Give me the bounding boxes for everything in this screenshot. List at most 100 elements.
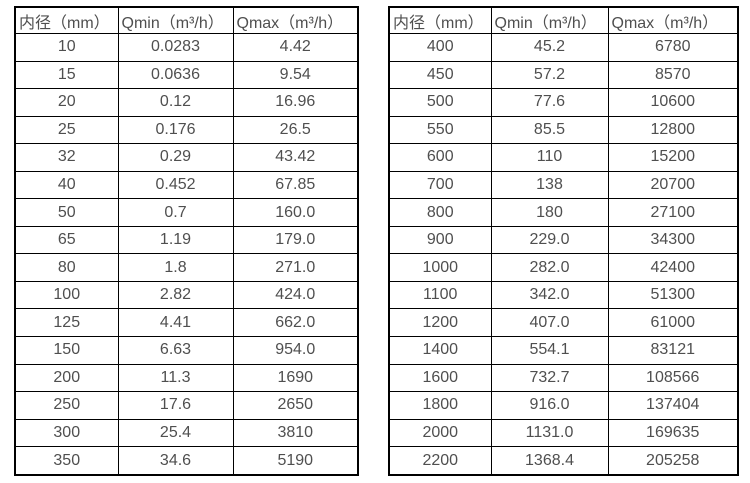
- cell-qmin: 0.12: [117, 88, 234, 117]
- cell-diameter: 1100: [388, 280, 492, 310]
- cell-diameter: 800: [388, 198, 492, 227]
- cell-qmin: 1368.4: [490, 446, 609, 476]
- cell-qmax: 169635: [607, 418, 739, 448]
- cell-qmin: 57.2: [490, 60, 609, 90]
- table-row: 600 110 15200: [388, 143, 739, 172]
- cell-qmin: 1.8: [117, 253, 234, 282]
- table-header: 内径（mm） Qmin（m³/h） Qmax（m³/h）: [388, 6, 739, 34]
- cell-qmin: 17.6: [117, 391, 234, 420]
- header-cell-diameter: 内径（mm）: [388, 6, 492, 34]
- cell-qmax: 137404: [607, 391, 739, 420]
- table-row: 1600 732.7 108566: [388, 363, 739, 393]
- cell-diameter: 2000: [388, 418, 492, 448]
- cell-qmax: 205258: [607, 446, 739, 476]
- cell-diameter: 500: [388, 88, 492, 117]
- table-row: 1100 342.0 51300: [388, 280, 739, 310]
- cell-qmin: 1131.0: [490, 418, 609, 448]
- table-row: 350 34.6 5190: [14, 446, 359, 476]
- cell-qmin: 0.0636: [117, 60, 234, 90]
- table-header: 内径（mm） Qmin（m³/h） Qmax（m³/h）: [14, 6, 359, 34]
- cell-qmax: 108566: [607, 363, 739, 393]
- header-row: 内径（mm） Qmin（m³/h） Qmax（m³/h）: [14, 6, 359, 34]
- table-row: 200 11.3 1690: [14, 363, 359, 393]
- table-row: 1800 916.0 137404: [388, 391, 739, 420]
- cell-qmin: 6.63: [117, 336, 234, 365]
- cell-qmax: 20700: [607, 170, 739, 200]
- cell-qmax: 16.96: [232, 88, 359, 117]
- cell-diameter: 20: [14, 88, 119, 117]
- cell-qmin: 282.0: [490, 253, 609, 282]
- cell-qmin: 342.0: [490, 280, 609, 310]
- header-cell-qmax: Qmax（m³/h）: [232, 6, 359, 34]
- cell-qmin: 4.41: [117, 308, 234, 338]
- cell-qmin: 407.0: [490, 308, 609, 338]
- cell-qmax: 15200: [607, 143, 739, 172]
- cell-qmax: 27100: [607, 198, 739, 227]
- cell-qmax: 3810: [232, 418, 359, 448]
- cell-diameter: 65: [14, 225, 119, 255]
- cell-qmin: 916.0: [490, 391, 609, 420]
- cell-qmax: 2650: [232, 391, 359, 420]
- table-row: 2200 1368.4 205258: [388, 446, 739, 476]
- table-row: 125 4.41 662.0: [14, 308, 359, 338]
- cell-qmax: 9.54: [232, 60, 359, 90]
- cell-qmax: 179.0: [232, 225, 359, 255]
- cell-qmin: 732.7: [490, 363, 609, 393]
- cell-diameter: 700: [388, 170, 492, 200]
- header-cell-qmin: Qmin（m³/h）: [490, 6, 609, 34]
- cell-qmin: 2.82: [117, 280, 234, 310]
- flow-range-table-small-diameters: 内径（mm） Qmin（m³/h） Qmax（m³/h） 10 0.0283 4.42 1…: [14, 6, 359, 476]
- table-row: 15 0.0636 9.54: [14, 60, 359, 90]
- table-row: 700 138 20700: [388, 170, 739, 200]
- cell-qmin: 180: [490, 198, 609, 227]
- table-row: 10 0.0283 4.42: [14, 33, 359, 62]
- cell-qmin: 34.6: [117, 446, 234, 476]
- cell-qmin: 25.4: [117, 418, 234, 448]
- cell-qmax: 43.42: [232, 143, 359, 172]
- table-row: 20 0.12 16.96: [14, 88, 359, 117]
- cell-diameter: 350: [14, 446, 119, 476]
- cell-diameter: 1600: [388, 363, 492, 393]
- cell-diameter: 600: [388, 143, 492, 172]
- table-row: 25 0.176 26.5: [14, 115, 359, 145]
- table-body: 10 0.0283 4.42 15 0.0636 9.54 20 0.12 16.96 25 0.1…: [14, 33, 359, 476]
- cell-diameter: 15: [14, 60, 119, 90]
- cell-diameter: 150: [14, 336, 119, 365]
- cell-qmin: 0.29: [117, 143, 234, 172]
- cell-diameter: 300: [14, 418, 119, 448]
- cell-qmax: 34300: [607, 225, 739, 255]
- cell-qmax: 424.0: [232, 280, 359, 310]
- cell-qmin: 0.7: [117, 198, 234, 227]
- table-row: 65 1.19 179.0: [14, 225, 359, 255]
- cell-qmax: 83121: [607, 336, 739, 365]
- header-cell-diameter: 内径（mm）: [14, 6, 119, 34]
- cell-qmax: 160.0: [232, 198, 359, 227]
- table-row: 500 77.6 10600: [388, 88, 739, 117]
- cell-qmin: 45.2: [490, 33, 609, 62]
- cell-qmax: 51300: [607, 280, 739, 310]
- cell-diameter: 1200: [388, 308, 492, 338]
- cell-qmin: 138: [490, 170, 609, 200]
- cell-diameter: 250: [14, 391, 119, 420]
- cell-qmin: 110: [490, 143, 609, 172]
- cell-qmin: 229.0: [490, 225, 609, 255]
- cell-diameter: 1400: [388, 336, 492, 365]
- cell-diameter: 1000: [388, 253, 492, 282]
- cell-qmax: 8570: [607, 60, 739, 90]
- cell-qmax: 1690: [232, 363, 359, 393]
- cell-diameter: 40: [14, 170, 119, 200]
- table-row: 1200 407.0 61000: [388, 308, 739, 338]
- cell-diameter: 550: [388, 115, 492, 145]
- table-row: 800 180 27100: [388, 198, 739, 227]
- cell-qmax: 6780: [607, 33, 739, 62]
- cell-diameter: 1800: [388, 391, 492, 420]
- cell-diameter: 100: [14, 280, 119, 310]
- cell-qmax: 10600: [607, 88, 739, 117]
- cell-diameter: 450: [388, 60, 492, 90]
- table-row: 450 57.2 8570: [388, 60, 739, 90]
- cell-qmax: 662.0: [232, 308, 359, 338]
- cell-qmax: 5190: [232, 446, 359, 476]
- cell-qmin: 0.176: [117, 115, 234, 145]
- flow-range-table-large-diameters: 内径（mm） Qmin（m³/h） Qmax（m³/h） 400 45.2 6780 45…: [388, 6, 739, 476]
- table-row: 400 45.2 6780: [388, 33, 739, 62]
